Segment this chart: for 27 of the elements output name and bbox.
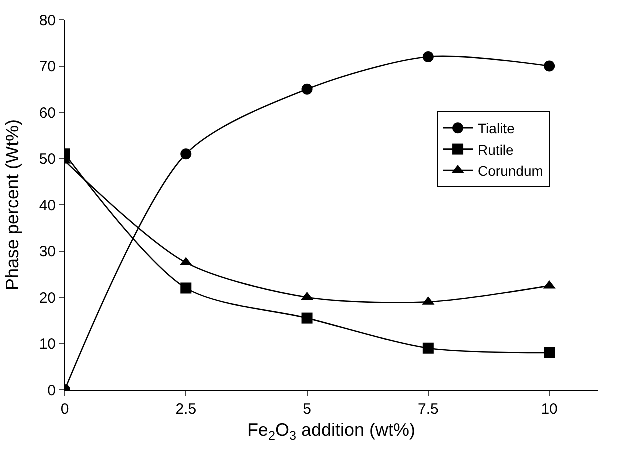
x-tick-label: 10 [541, 401, 558, 418]
y-tick-label: 50 [39, 151, 56, 168]
point [544, 60, 556, 72]
y-tick-label: 30 [39, 244, 56, 260]
legend-label: Tialite [478, 120, 516, 137]
y-tick-label: 0 [48, 382, 56, 400]
x-tick-label: 0 [60, 401, 70, 418]
point [544, 348, 556, 358]
y-tick-label: 10 [39, 336, 56, 353]
point [302, 312, 313, 324]
legend-label: Corundum [478, 162, 544, 179]
y-tick-label: 60 [39, 104, 56, 122]
x-tick-label: 5 [303, 401, 312, 418]
x-axis-title: Fe$_{2}$O$_{3}$ addition (wt%) [247, 420, 416, 443]
y-tick-label: 80 [39, 12, 56, 30]
point [180, 282, 192, 294]
y-tick-label: 20 [39, 290, 56, 307]
point [180, 148, 192, 160]
point [422, 342, 434, 354]
y-tick-label: 70 [39, 58, 56, 76]
point [302, 84, 313, 95]
y-tick-label: 40 [39, 197, 56, 214]
point [422, 52, 434, 62]
x-tick-label: 2.5 [176, 401, 197, 418]
x-tick-label: 7.5 [418, 401, 439, 418]
legend-label: Rutile [478, 142, 514, 158]
y-axis-title: Phase percent (Wt%) [2, 119, 23, 291]
